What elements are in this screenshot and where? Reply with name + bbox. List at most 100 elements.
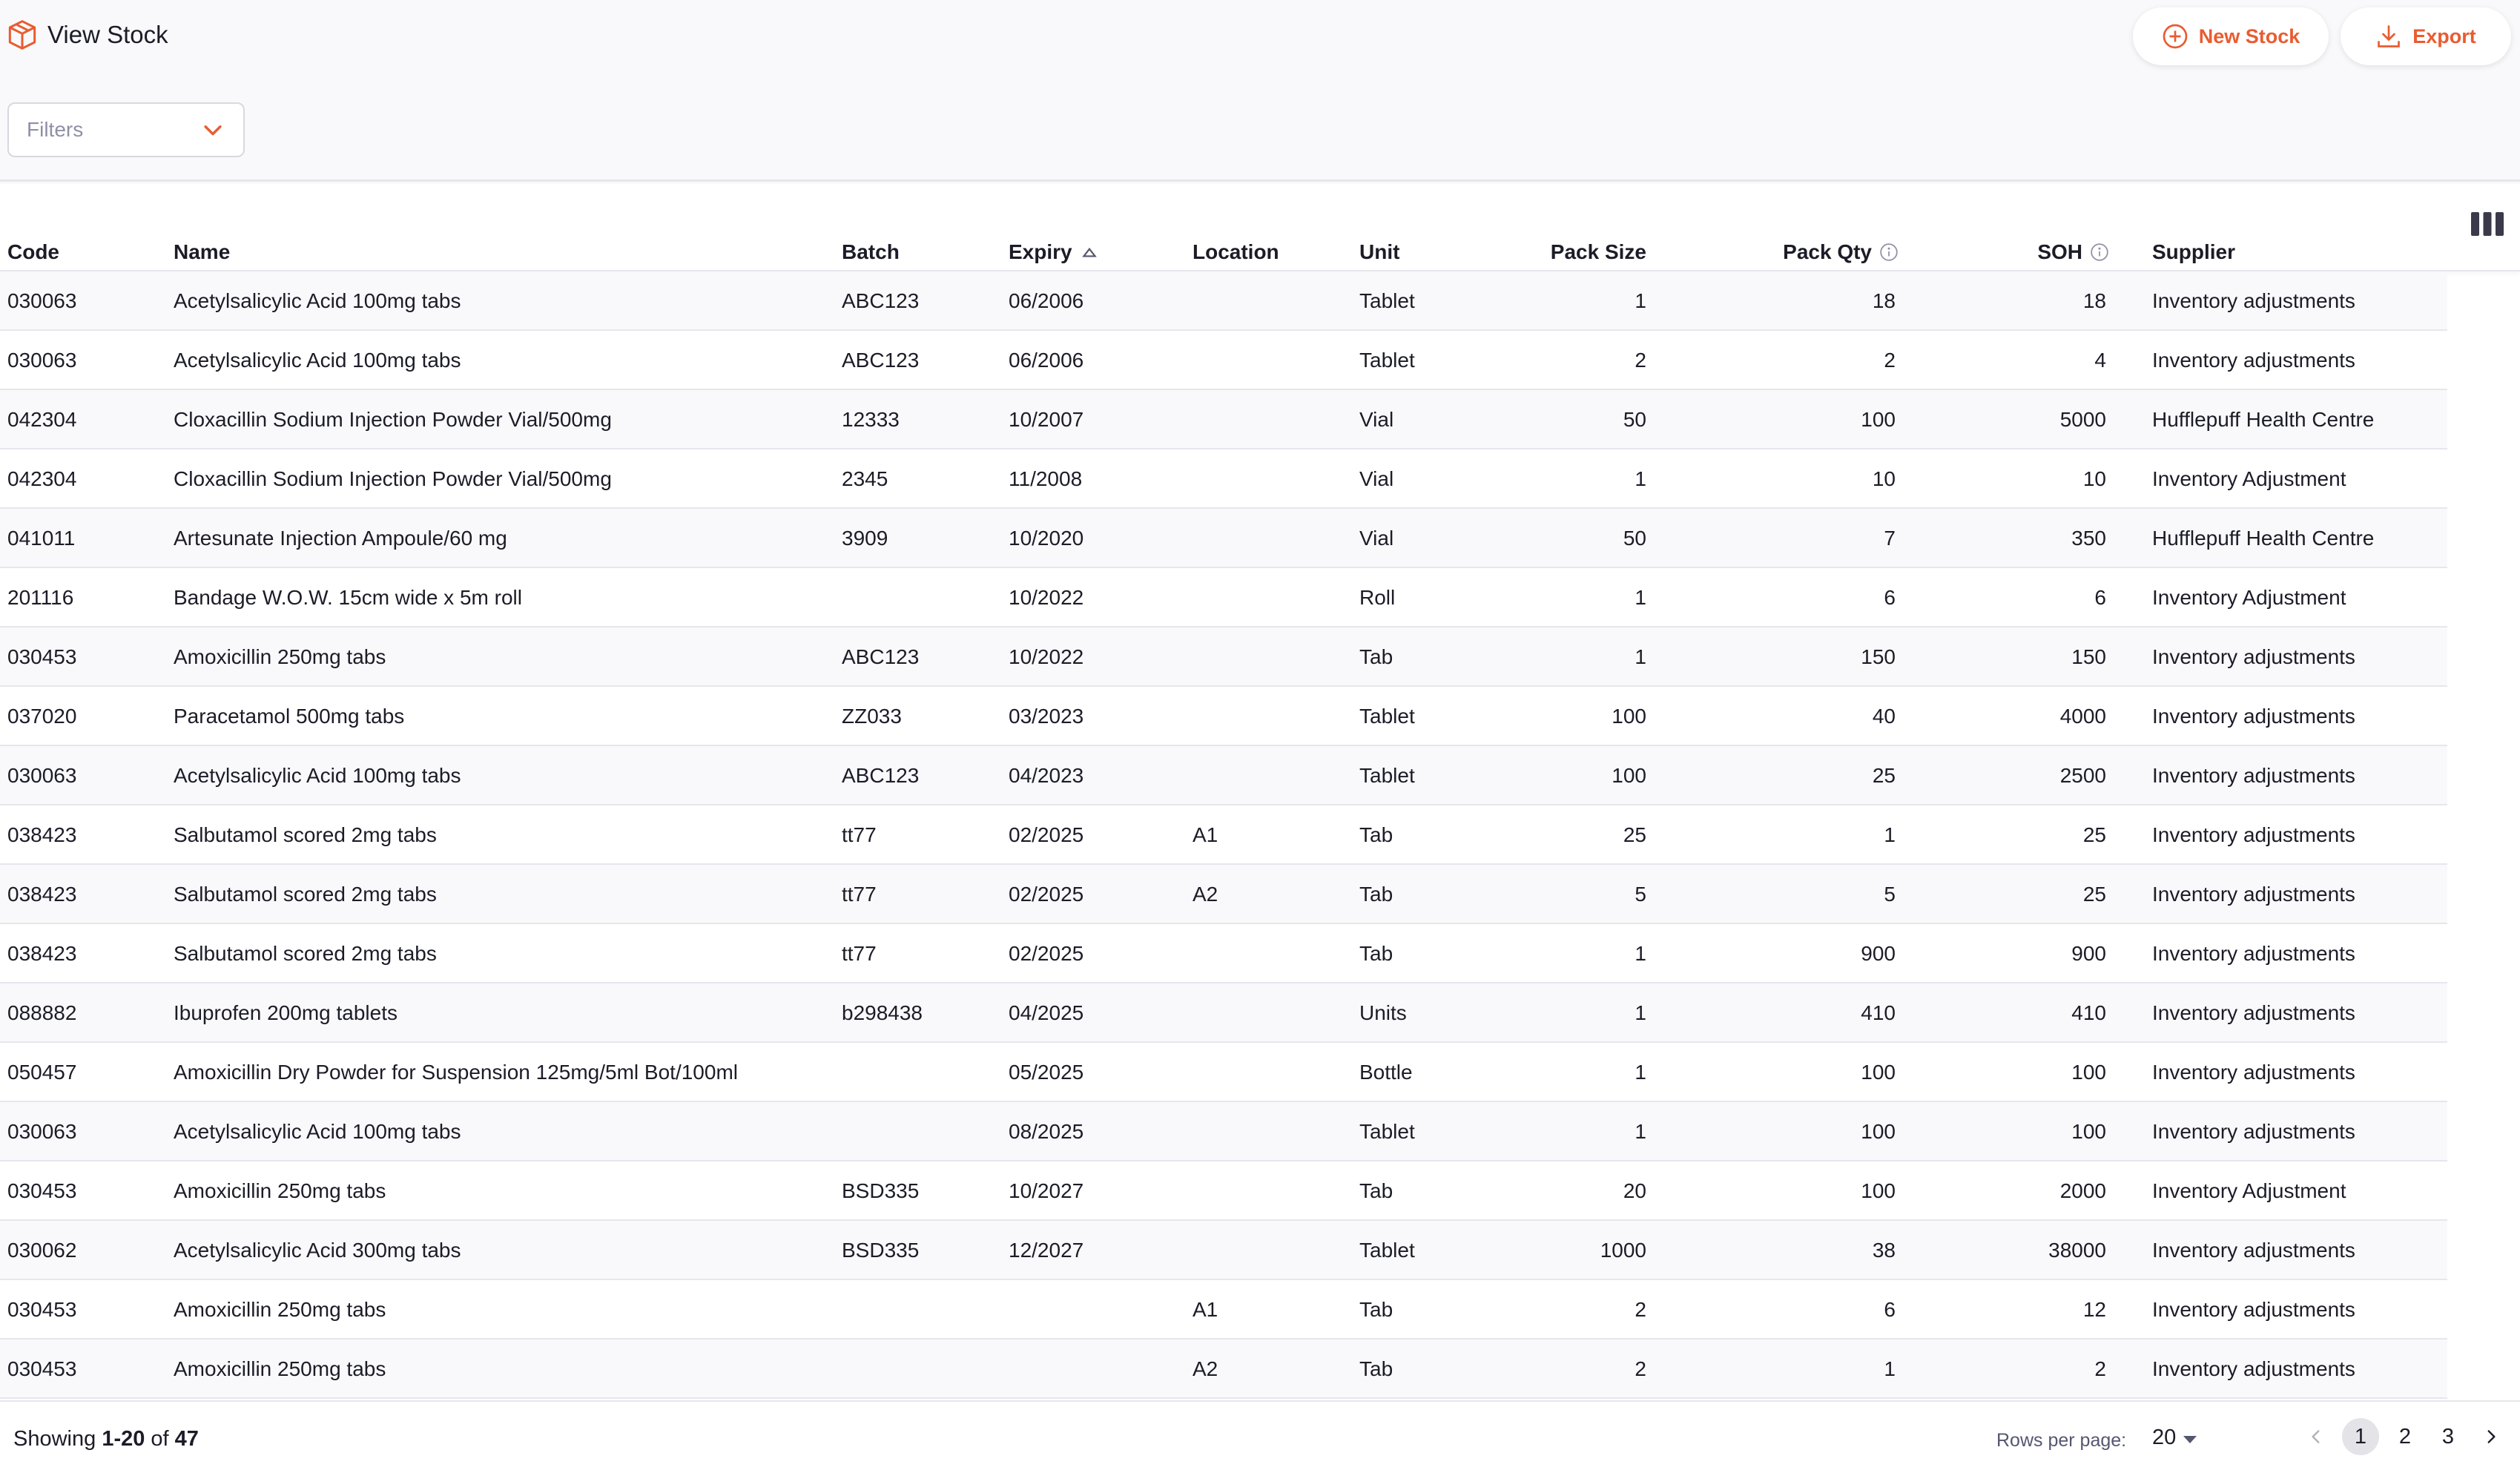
page-button-1[interactable]: 1 xyxy=(2342,1418,2379,1455)
cell-code: 042304 xyxy=(7,408,77,431)
column-header-pack-qty[interactable]: Pack Qty xyxy=(1735,240,1899,264)
cell-name: Amoxicillin 250mg tabs xyxy=(174,1179,386,1202)
new-stock-button[interactable]: New Stock xyxy=(2133,7,2329,65)
table-row[interactable]: 030063 Acetylsalicylic Acid 100mg tabs 08/… xyxy=(0,1102,2447,1161)
table-row[interactable]: 030453 Amoxicillin 250mg tabs A2 Tab 2 1 2 Inve… xyxy=(0,1339,2447,1399)
cell-supplier: Inventory adjustments xyxy=(2152,1357,2355,1380)
filters-dropdown[interactable]: Filters xyxy=(7,102,245,157)
cell-pack-size: 5 xyxy=(1635,883,1646,906)
cell-pack-qty: 18 xyxy=(1872,289,1896,312)
cell-code: 030453 xyxy=(7,645,77,668)
cell-code: 088882 xyxy=(7,1001,77,1024)
column-header-batch[interactable]: Batch xyxy=(842,240,900,263)
cell-unit: Vial xyxy=(1359,467,1394,490)
cell-expiry: 02/2025 xyxy=(1009,883,1084,906)
cell-pack-qty: 410 xyxy=(1861,1001,1896,1024)
column-header-soh[interactable]: SOH xyxy=(1946,240,2109,264)
package-icon xyxy=(7,19,37,51)
cell-unit: Vial xyxy=(1359,527,1394,550)
cell-batch: BSD335 xyxy=(842,1179,920,1202)
cell-name: Amoxicillin 250mg tabs xyxy=(174,1298,386,1321)
cell-code: 030063 xyxy=(7,1120,77,1143)
cell-expiry: 06/2006 xyxy=(1009,349,1084,372)
column-header-expiry[interactable]: Expiry xyxy=(1009,240,1099,264)
cell-supplier: Inventory adjustments xyxy=(2152,349,2355,372)
page-header: View Stock New Stock Export Filters xyxy=(0,0,2520,182)
cell-location: A1 xyxy=(1193,823,1218,846)
cell-code: 038423 xyxy=(7,823,77,846)
table-row[interactable]: 030063 Acetylsalicylic Acid 100mg tabs ABC… xyxy=(0,271,2447,331)
table-row[interactable]: 037020 Paracetamol 500mg tabs ZZ033 03/2023… xyxy=(0,687,2447,746)
column-header-location[interactable]: Location xyxy=(1193,240,1279,263)
cell-expiry: 02/2025 xyxy=(1009,942,1084,965)
column-header-pack-size[interactable]: Pack Size xyxy=(1550,240,1646,263)
cell-soh: 2 xyxy=(2094,1357,2106,1380)
cell-pack-size: 1 xyxy=(1635,942,1646,965)
cell-location: A2 xyxy=(1193,883,1218,906)
page-title: View Stock xyxy=(47,21,168,48)
column-header-code[interactable]: Code xyxy=(7,240,59,263)
cell-pack-qty: 1 xyxy=(1884,1357,1896,1380)
export-button[interactable]: Export xyxy=(2341,7,2511,65)
table-row[interactable]: 030453 Amoxicillin 250mg tabs ABC123 10/202… xyxy=(0,627,2447,687)
cell-unit: Tab xyxy=(1359,1179,1393,1202)
cell-code: 030063 xyxy=(7,764,77,787)
info-icon[interactable] xyxy=(2090,243,2109,262)
cell-pack-qty: 5 xyxy=(1884,883,1896,906)
table-row[interactable]: 038423 Salbutamol scored 2mg tabs tt77 02/2… xyxy=(0,865,2447,924)
cell-soh: 100 xyxy=(2071,1061,2106,1084)
table-row[interactable]: 038423 Salbutamol scored 2mg tabs tt77 02/2… xyxy=(0,805,2447,865)
cell-pack-size: 1 xyxy=(1635,289,1646,312)
cell-code: 038423 xyxy=(7,883,77,906)
cell-supplier: Inventory adjustments xyxy=(2152,289,2355,312)
cell-unit: Units xyxy=(1359,1001,1407,1024)
cell-batch: ABC123 xyxy=(842,645,920,668)
cell-supplier: Inventory Adjustment xyxy=(2152,586,2346,609)
column-picker-icon[interactable] xyxy=(2470,209,2505,239)
table-row[interactable]: 030062 Acetylsalicylic Acid 300mg tabs BSD… xyxy=(0,1221,2447,1280)
filters-placeholder: Filters xyxy=(27,118,84,141)
cell-unit: Roll xyxy=(1359,586,1396,609)
cell-supplier: Inventory adjustments xyxy=(2152,1001,2355,1024)
cell-pack-size: 25 xyxy=(1623,823,1646,846)
table-row[interactable]: 050457 Amoxicillin Dry Powder for Suspens… xyxy=(0,1043,2447,1102)
table-row[interactable]: 042304 Cloxacillin Sodium Injection Powde… xyxy=(0,449,2447,509)
info-icon[interactable] xyxy=(1879,243,1899,262)
cell-soh: 18 xyxy=(2082,289,2106,312)
table-row[interactable]: 030063 Acetylsalicylic Acid 100mg tabs ABC… xyxy=(0,331,2447,390)
next-page-button[interactable] xyxy=(2474,1418,2508,1455)
table-row[interactable]: 030063 Acetylsalicylic Acid 100mg tabs ABC… xyxy=(0,746,2447,805)
column-header-unit[interactable]: Unit xyxy=(1359,240,1400,263)
table-row[interactable]: 041011 Artesunate Injection Ampoule/60 mg… xyxy=(0,509,2447,568)
table-row[interactable]: 030453 Amoxicillin 250mg tabs BSD335 10/202… xyxy=(0,1161,2447,1221)
cell-batch: 2345 xyxy=(842,467,888,490)
table-row[interactable]: 201116 Bandage W.O.W. 15cm wide x 5m roll… xyxy=(0,568,2447,627)
cell-location: A2 xyxy=(1193,1357,1218,1380)
page-button-2[interactable]: 2 xyxy=(2398,1424,2412,1449)
cell-expiry: 08/2025 xyxy=(1009,1120,1084,1143)
cell-code: 030453 xyxy=(7,1357,77,1380)
cell-supplier: Inventory adjustments xyxy=(2152,645,2355,668)
cell-code: 030063 xyxy=(7,349,77,372)
cell-supplier: Inventory adjustments xyxy=(2152,705,2355,728)
prev-page-button[interactable] xyxy=(2299,1418,2333,1455)
table-row[interactable]: 030453 Amoxicillin 250mg tabs A1 Tab 2 6 12 Inv… xyxy=(0,1280,2447,1339)
rows-per-page-select[interactable]: 20 xyxy=(2152,1426,2197,1450)
column-header-supplier[interactable]: Supplier xyxy=(2152,240,2236,263)
table-row[interactable]: 042304 Cloxacillin Sodium Injection Powde… xyxy=(0,390,2447,449)
cell-unit: Bottle xyxy=(1359,1061,1413,1084)
cell-soh: 12 xyxy=(2082,1298,2106,1321)
cell-pack-size: 1 xyxy=(1635,645,1646,668)
table-row[interactable]: 038423 Salbutamol scored 2mg tabs tt77 02/2… xyxy=(0,924,2447,983)
cell-unit: Tab xyxy=(1359,1298,1393,1321)
cell-code: 050457 xyxy=(7,1061,77,1084)
column-header-name[interactable]: Name xyxy=(174,240,231,263)
table-row[interactable]: 088882 Ibuprofen 200mg tablets b298438 04/2… xyxy=(0,983,2447,1043)
cell-name: Acetylsalicylic Acid 100mg tabs xyxy=(174,289,461,312)
cell-batch: tt77 xyxy=(842,942,877,965)
page-button-3[interactable]: 3 xyxy=(2441,1424,2455,1449)
cell-soh: 4 xyxy=(2094,349,2106,372)
cell-pack-qty: 10 xyxy=(1872,467,1896,490)
